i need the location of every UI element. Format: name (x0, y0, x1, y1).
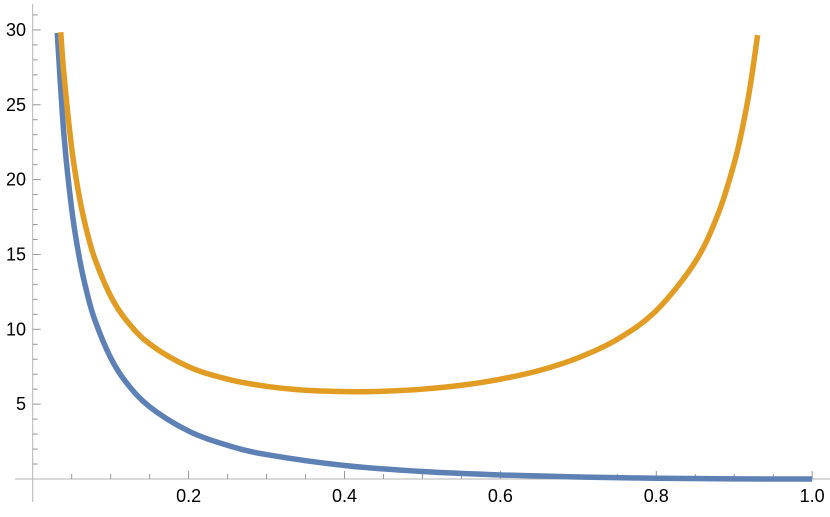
x-tick-label: 0.8 (644, 486, 669, 506)
x-tick-label: 0.6 (488, 486, 513, 506)
axes (15, 4, 830, 502)
y-tick-label: 20 (6, 170, 26, 190)
tick-labels: 0.2 0.4 0.6 0.8 1.0 5 10 15 20 25 30 (6, 20, 825, 506)
series-line-1 (54, 32, 813, 482)
y-tick-label: 15 (6, 244, 26, 264)
y-tick-label: 25 (6, 95, 26, 115)
series-group (54, 31, 813, 482)
x-tick-label: 0.4 (332, 486, 357, 506)
x-tick-label: 0.2 (176, 486, 201, 506)
y-tick-label: 5 (16, 394, 26, 414)
x-tick-label: 1.0 (800, 486, 825, 506)
y-tick-label: 30 (6, 20, 26, 40)
series-line-2 (58, 31, 761, 395)
y-tick-label: 10 (6, 319, 26, 339)
